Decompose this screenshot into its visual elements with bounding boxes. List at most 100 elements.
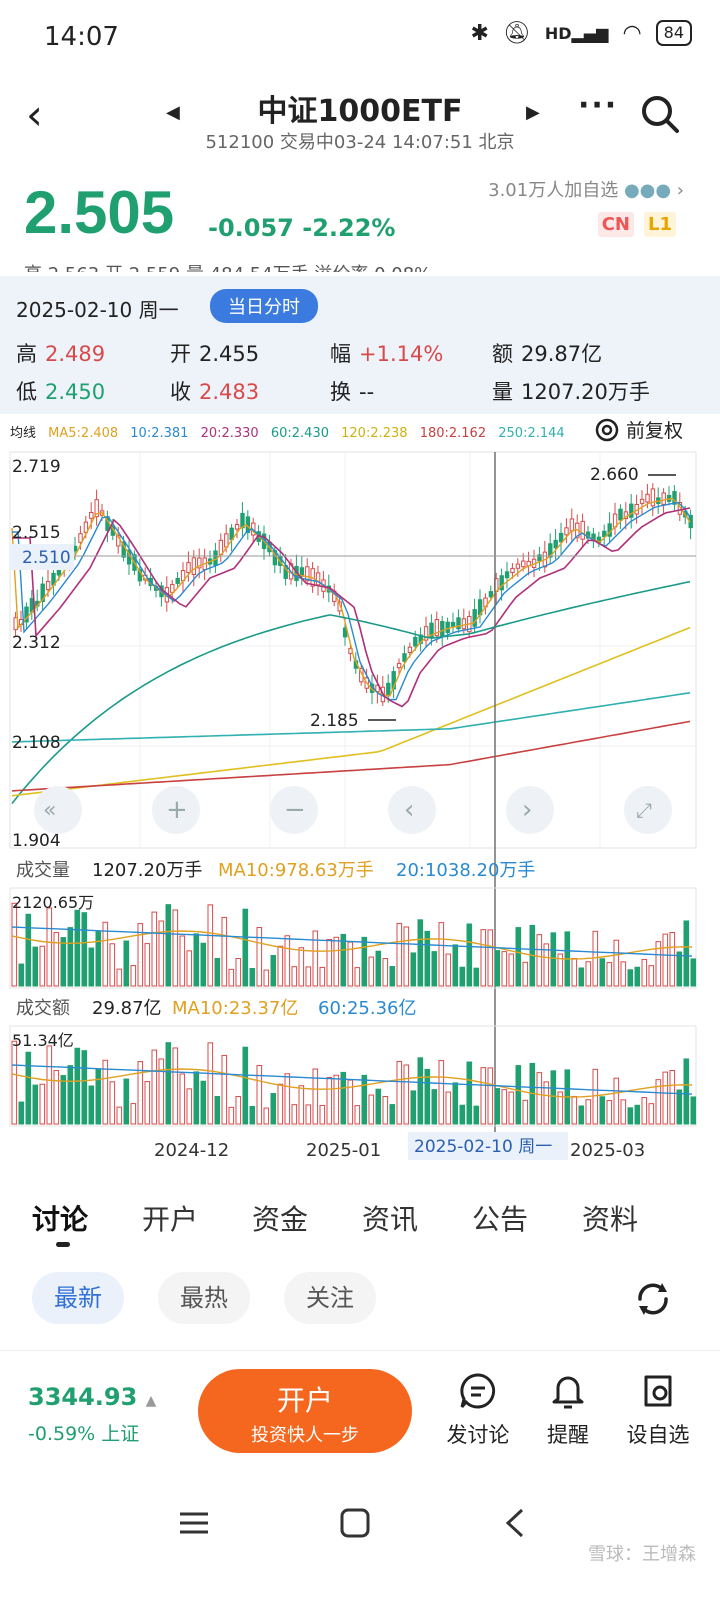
kline-chart[interactable]: 2.719 2.515 2.312 2.108 1.904 2.510 2.66… <box>0 446 720 1166</box>
candle <box>396 662 402 669</box>
tab-funds[interactable]: 资金 <box>252 1203 309 1236</box>
ma-legend-item: 10:2.381 <box>130 426 189 441</box>
volume-bar <box>25 913 32 987</box>
volume-bar <box>305 966 312 987</box>
volume-bar <box>249 967 256 987</box>
price-alert-label: 提醒 <box>547 1423 589 1447</box>
volume-bar <box>81 912 88 987</box>
volume-bar <box>536 1072 543 1125</box>
candle <box>456 617 461 630</box>
add-watchlist-button[interactable]: 设自选 <box>618 1371 698 1449</box>
index-value[interactable]: 3344.93 ▲ <box>28 1383 157 1411</box>
volume-bar <box>662 1071 669 1125</box>
candle <box>413 636 418 647</box>
volume-bar <box>690 958 697 987</box>
candle <box>521 560 526 568</box>
volume-bar <box>655 941 662 987</box>
candle <box>504 571 510 579</box>
volume-bar <box>193 933 200 987</box>
ma-legend-item: 120:2.238 <box>341 426 408 441</box>
back-button[interactable]: ‹ <box>26 90 43 139</box>
amount-ma60: 60:25.36亿 <box>318 998 417 1019</box>
volume-ma-line <box>11 1064 693 1095</box>
volume-stat: 量 1207.20万手 <box>492 380 650 404</box>
volume-bar <box>60 937 67 987</box>
home-icon[interactable] <box>338 1506 372 1540</box>
page-subtitle: 512100 交易中03-24 14:07:51 北京 <box>205 132 515 153</box>
watchlist-count-link[interactable]: 3.01万人加自选 ●●● › <box>488 176 684 202</box>
volume-bar <box>599 958 606 987</box>
back-nav-icon[interactable] <box>500 1506 530 1540</box>
tab-discussion[interactable]: 讨论 <box>32 1203 89 1236</box>
volume-bar <box>179 1073 186 1125</box>
volume-bar <box>627 969 634 987</box>
volume-bar <box>130 965 137 987</box>
volume-bar <box>158 1058 165 1125</box>
menu-icon[interactable] <box>176 1508 212 1538</box>
candle <box>488 591 494 598</box>
volume-bar <box>32 1084 39 1125</box>
last-price: 2.505 <box>24 179 175 246</box>
fast-back-button[interactable]: « <box>34 786 82 834</box>
volume-bar <box>676 951 683 987</box>
open-account-button[interactable]: 开户 投资快人一步 <box>198 1369 412 1453</box>
chart-controls: « + − ‹ › ⤢ <box>34 786 672 834</box>
volume-bar <box>634 966 641 987</box>
market-badge: CN <box>597 212 634 237</box>
volume-bar <box>655 1079 662 1125</box>
volume-bar <box>186 1088 193 1125</box>
filter-following[interactable]: 关注 <box>284 1272 376 1324</box>
volume-bar <box>256 927 263 987</box>
post-discussion-button[interactable]: 发讨论 <box>438 1371 518 1449</box>
volume-bar <box>333 1074 340 1125</box>
refresh-icon[interactable] <box>632 1278 674 1320</box>
watermark: 雪球：王增森 <box>588 1544 696 1565</box>
volume-bar <box>326 1077 333 1125</box>
volume-bar <box>515 1065 522 1125</box>
volume-title: 成交量 <box>16 860 70 881</box>
tab-open-account[interactable]: 开户 <box>142 1203 199 1236</box>
mute-icon: 🔕︎ <box>502 20 531 46</box>
intraday-button[interactable]: 当日分时 <box>210 289 318 323</box>
volume-bar <box>53 1070 60 1125</box>
zoom-in-button[interactable]: + <box>152 786 200 834</box>
volume-bar <box>333 936 340 987</box>
adjust-toggle[interactable]: 前复权 <box>594 416 683 443</box>
next-stock-arrow-icon[interactable]: ▶ <box>526 102 540 123</box>
volume-bar <box>368 1094 375 1125</box>
tab-profile[interactable]: 资料 <box>582 1203 639 1236</box>
volume-bar <box>683 920 690 987</box>
active-tab-indicator <box>56 1242 70 1247</box>
step-forward-button[interactable]: › <box>506 786 554 834</box>
step-back-button[interactable]: ‹ <box>388 786 436 834</box>
fullscreen-button[interactable]: ⤢ <box>624 786 672 834</box>
volume-bar <box>95 930 102 987</box>
volume-ma20: 20:1038.20万手 <box>396 860 535 881</box>
price-alert-button[interactable]: 提醒 <box>528 1371 608 1449</box>
quote-detail-row: 高 2.563 开 2.559 量 484.54万手 溢价率 0.08% <box>24 260 704 272</box>
volume-bar <box>641 1097 648 1125</box>
more-menu-button[interactable]: ··· <box>578 88 619 123</box>
volume-bar <box>228 968 235 987</box>
volume-bar <box>298 947 305 987</box>
candle <box>407 646 413 653</box>
filter-latest[interactable]: 最新 <box>32 1272 124 1324</box>
volume-bar <box>508 1091 515 1125</box>
volume-bar <box>620 961 627 987</box>
volume-bar <box>291 1104 298 1125</box>
tab-announcements[interactable]: 公告 <box>472 1203 529 1236</box>
volume-bar <box>221 1054 228 1125</box>
zoom-out-button[interactable]: − <box>270 786 318 834</box>
prev-stock-arrow-icon[interactable]: ◀ <box>166 102 180 123</box>
search-icon[interactable] <box>640 94 680 134</box>
tab-news[interactable]: 资讯 <box>362 1203 419 1236</box>
nav-header: ‹ ◀ 中证1000ETF ▶ 512100 交易中03-24 14:07:51… <box>0 80 720 156</box>
filter-hot[interactable]: 最热 <box>158 1272 250 1324</box>
volume-bar <box>39 1083 46 1125</box>
volume-ma-line <box>11 926 693 957</box>
volume-bar <box>438 1060 445 1125</box>
volume-bar <box>263 1107 270 1125</box>
volume-bar <box>298 1085 305 1125</box>
volume-bar <box>11 1040 18 1125</box>
volume-bar <box>466 1061 473 1125</box>
